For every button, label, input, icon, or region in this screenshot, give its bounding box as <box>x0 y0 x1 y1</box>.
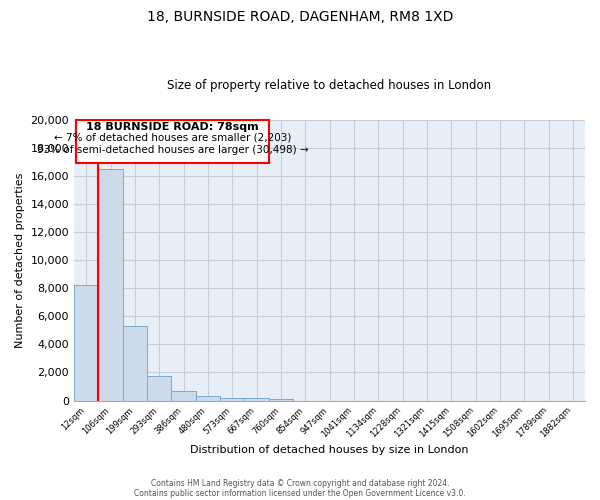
Text: 18, BURNSIDE ROAD, DAGENHAM, RM8 1XD: 18, BURNSIDE ROAD, DAGENHAM, RM8 1XD <box>147 10 453 24</box>
Bar <box>172 390 196 400</box>
Bar <box>196 396 220 400</box>
Title: Size of property relative to detached houses in London: Size of property relative to detached ho… <box>167 79 491 92</box>
Bar <box>74 286 98 401</box>
Y-axis label: Number of detached properties: Number of detached properties <box>15 172 25 348</box>
Text: Contains public sector information licensed under the Open Government Licence v3: Contains public sector information licen… <box>134 488 466 498</box>
Bar <box>147 376 172 400</box>
Text: 93% of semi-detached houses are larger (30,498) →: 93% of semi-detached houses are larger (… <box>37 146 308 156</box>
Text: ← 7% of detached houses are smaller (2,203): ← 7% of detached houses are smaller (2,2… <box>54 133 291 143</box>
Bar <box>269 399 293 400</box>
Bar <box>76 120 269 163</box>
Text: Contains HM Land Registry data © Crown copyright and database right 2024.: Contains HM Land Registry data © Crown c… <box>151 478 449 488</box>
Bar <box>123 326 147 400</box>
X-axis label: Distribution of detached houses by size in London: Distribution of detached houses by size … <box>190 445 469 455</box>
Bar <box>220 398 244 400</box>
Bar <box>244 398 269 400</box>
Text: 18 BURNSIDE ROAD: 78sqm: 18 BURNSIDE ROAD: 78sqm <box>86 122 259 132</box>
Bar <box>98 168 123 400</box>
